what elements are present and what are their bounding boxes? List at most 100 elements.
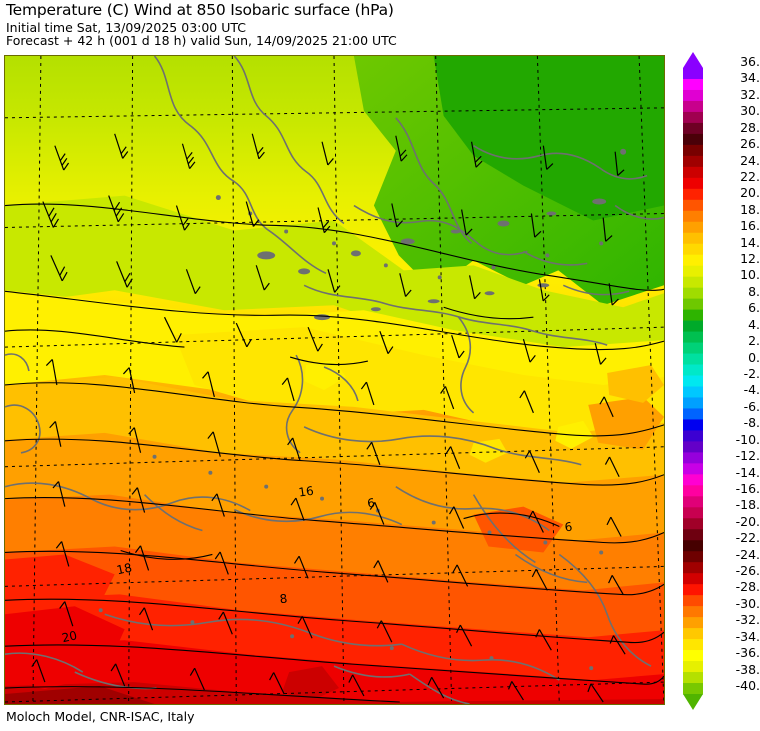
colorbar-tick-label: -10.: [735, 431, 760, 447]
svg-text:20: 20: [61, 628, 79, 645]
colorbar-segment: [683, 408, 703, 421]
colorbar-tick-label: -20.: [735, 513, 760, 529]
colorbar-segment: [683, 68, 703, 80]
colorbar-tick-label: -14.: [735, 464, 760, 480]
colorbar-tick-label: -28.: [735, 579, 760, 595]
svg-text:16: 16: [298, 484, 315, 500]
colorbar-tick-label: 12.: [740, 251, 760, 267]
colorbar-segment: [683, 463, 703, 475]
colorbar-tick-label: -12.: [735, 448, 760, 464]
colorbar-segment: [683, 221, 703, 234]
colorbar-segment: [683, 199, 703, 212]
colorbar-tick-label: 14.: [740, 234, 760, 250]
colorbar-segment: [683, 144, 703, 157]
colorbar-tick-label: -40.: [735, 677, 760, 693]
colorbar-segment: [683, 276, 703, 289]
colorbar-segment: [683, 210, 703, 223]
colorbar-tick-label: 10.: [740, 267, 760, 283]
colorbar-segment: [683, 133, 703, 146]
colorbar-segment: [683, 386, 703, 399]
colorbar-tick-label: -22.: [735, 530, 760, 546]
colorbar-segment: [683, 452, 703, 464]
colorbar-tick-label: 22.: [740, 168, 760, 184]
colorbar-segment: [683, 628, 703, 640]
colorbar-segment: [683, 397, 703, 410]
colorbar-segment: [683, 485, 703, 497]
colorbar-tick-label: 30.: [740, 103, 760, 119]
colorbar-tick-label: 24.: [740, 152, 760, 168]
colorbar-segment: [683, 177, 703, 190]
colorbar-tick-label: 32.: [740, 86, 760, 102]
colorbar-tick-label: 36.: [740, 54, 760, 69]
colorbar-tick-label: -26.: [735, 563, 760, 579]
colorbar-segment: [683, 617, 703, 629]
svg-text:6: 6: [564, 520, 573, 535]
initial-time-label: Initial time Sat, 13/09/2025 03:00 UTC: [6, 20, 247, 35]
colorbar-tick-labels: 36. 34. 32. 30. 28. 26. 24. 22. 20. 18. 16. 14. 12. 1…: [722, 52, 760, 712]
colorbar-segment: [683, 166, 703, 179]
colorbar-tick-label: -4.: [743, 382, 760, 398]
colorbar-segment: [683, 254, 703, 267]
colorbar-segment: [683, 375, 703, 388]
colorbar-segment: [683, 551, 703, 563]
colorbar-segment: [683, 540, 703, 552]
colorbar-tick-label: 2.: [748, 333, 760, 349]
temperature-contours: [5, 203, 664, 703]
colorbar-tick-label: -18.: [735, 497, 760, 513]
forecast-valid-label: Forecast + 42 h (001 d 18 h) valid Sun, …: [6, 33, 397, 48]
colorbar-segment: [683, 672, 703, 684]
colorbar-tick-label: 0.: [748, 349, 760, 365]
colorbar-segment: [683, 320, 703, 333]
colorbar-tick-label: 34.: [740, 70, 760, 86]
colorbar-segment: [683, 683, 703, 695]
colorbar-tick-label: -16.: [735, 480, 760, 496]
colorbar-segment: [683, 573, 703, 585]
temperature-field-map: 18 20 8 16 6 6: [5, 56, 664, 704]
colorbar-segment: [683, 441, 703, 453]
model-credit: Moloch Model, CNR-ISAC, Italy: [6, 709, 195, 724]
colorbar-tick-label: -30.: [735, 595, 760, 611]
colorbar-bottom-arrow: [683, 694, 703, 710]
svg-text:6: 6: [366, 496, 375, 511]
graticule: [5, 56, 664, 704]
colorbar-segment: [683, 529, 703, 541]
temperature-bands: [5, 56, 664, 704]
colorbar-swatches: [683, 52, 703, 710]
colorbar-segment: [683, 661, 703, 673]
colorbar-segment: [683, 232, 703, 245]
svg-text:8: 8: [279, 592, 288, 607]
colorbar-tick-label: 4.: [748, 316, 760, 332]
colorbar-segment: [683, 584, 703, 596]
colorbar-tick-label: -24.: [735, 546, 760, 562]
colorbar-segment: [683, 122, 703, 135]
colorbar-tick-label: -2.: [743, 365, 760, 381]
colorbar-tick-label: -32.: [735, 612, 760, 628]
page-title: Temperature (C) Wind at 850 Isobaric sur…: [6, 1, 394, 19]
colorbar-tick-label: 6.: [748, 300, 760, 316]
colorbar-segment: [683, 298, 703, 311]
colorbar-segment: [683, 639, 703, 651]
colorbar-tick-label: 28.: [740, 119, 760, 135]
colorbar-segment: [683, 364, 703, 377]
colorbar-segment: [683, 89, 703, 102]
colorbar-tick-label: 20.: [740, 185, 760, 201]
colorbar-tick-label: 18.: [740, 201, 760, 217]
colorbar-segment: [683, 595, 703, 607]
colorbar-segment: [683, 309, 703, 322]
colorbar-segment: [683, 507, 703, 519]
colorbar-tick-label: -6.: [743, 398, 760, 414]
coastlines-and-borders: [5, 56, 664, 704]
colorbar-segment: [683, 265, 703, 278]
colorbar-segment: [683, 287, 703, 300]
colorbar-tick-label: 16.: [740, 218, 760, 234]
svg-text:18: 18: [115, 560, 133, 577]
colorbar-tick-label: -34.: [735, 628, 760, 644]
colorbar-segment: [683, 100, 703, 113]
colorbar: [683, 52, 703, 710]
colorbar-segment: [683, 606, 703, 618]
colorbar-tick-label: -38.: [735, 661, 760, 677]
map-panel[interactable]: 18 20 8 16 6 6: [4, 55, 665, 705]
colorbar-segment: [683, 650, 703, 662]
colorbar-segment: [683, 474, 703, 486]
colorbar-segment: [683, 419, 703, 432]
